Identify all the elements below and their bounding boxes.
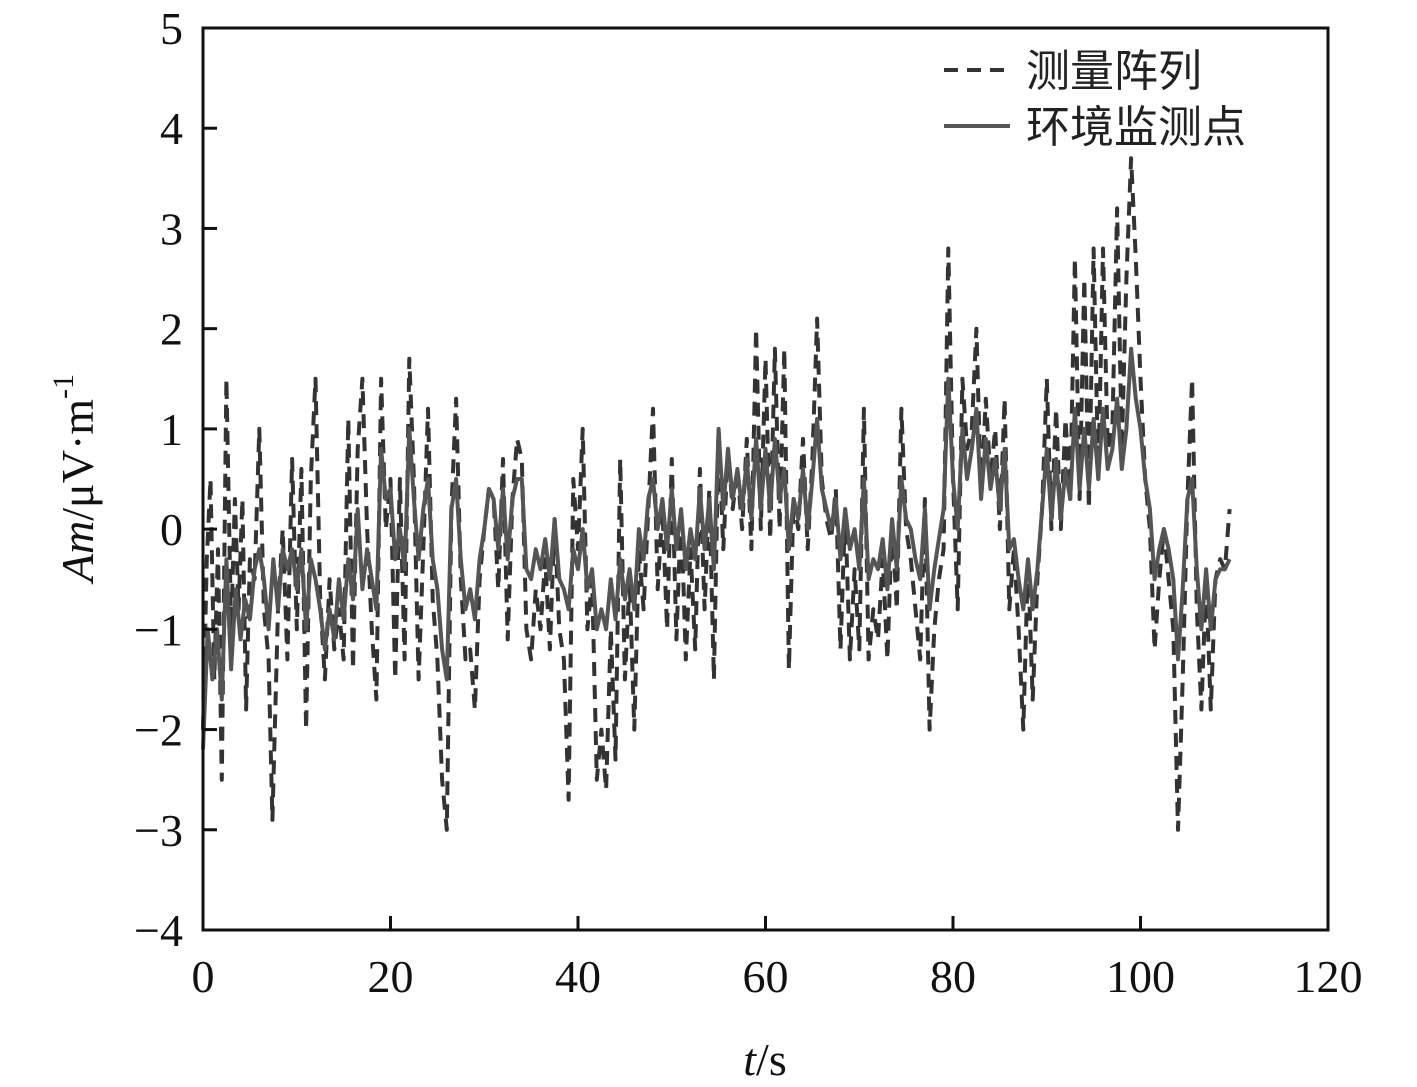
y-axis-unit: μV·m xyxy=(52,399,103,508)
x-tick-label: 40 xyxy=(555,951,601,1002)
y-tick-label: 2 xyxy=(160,304,183,355)
y-axis-title: Am/μV·m-1 xyxy=(47,374,103,585)
x-axis-var: t xyxy=(743,1034,757,1085)
legend-label-measurement-array: 测量阵列 xyxy=(1026,46,1202,97)
legend: 测量阵列 环境监测点 xyxy=(944,46,1246,153)
tick-labels: 0 20 40 60 80 100 120 −4 −3 −2 −1 0 1 2 3 4 5 xyxy=(134,3,1362,1002)
y-tick-label: −1 xyxy=(134,604,183,655)
y-tick-label: −4 xyxy=(134,905,183,956)
x-tick-label: 80 xyxy=(930,951,976,1002)
x-axis-title: t/s xyxy=(743,1034,786,1085)
y-axis-var: Am xyxy=(52,521,103,585)
y-tick-label: 5 xyxy=(160,3,183,54)
series-line-environment-station xyxy=(201,346,1232,750)
x-tick-label: 100 xyxy=(1106,951,1175,1002)
y-tick-label: 4 xyxy=(160,103,183,154)
x-axis-unit: s xyxy=(769,1034,787,1085)
legend-label-environment-station: 环境监测点 xyxy=(1026,102,1246,153)
y-tick-label: 3 xyxy=(160,203,183,254)
x-tick-label: 20 xyxy=(368,951,414,1002)
y-tick-label: −3 xyxy=(134,805,183,856)
x-tick-label: 120 xyxy=(1294,951,1363,1002)
y-tick-label: 0 xyxy=(160,504,183,555)
y-axis-sep: / xyxy=(52,508,103,521)
y-tick-label: −2 xyxy=(134,705,183,756)
axis-ticks xyxy=(201,26,1330,932)
x-tick-label: 60 xyxy=(743,951,789,1002)
x-axis-sep: / xyxy=(756,1034,769,1085)
x-tick-label: 0 xyxy=(192,951,215,1002)
y-axis-unit-exponent: -1 xyxy=(47,374,80,399)
plot-area xyxy=(201,156,1232,832)
y-tick-label: 1 xyxy=(160,404,183,455)
plot-frame xyxy=(201,26,1330,932)
